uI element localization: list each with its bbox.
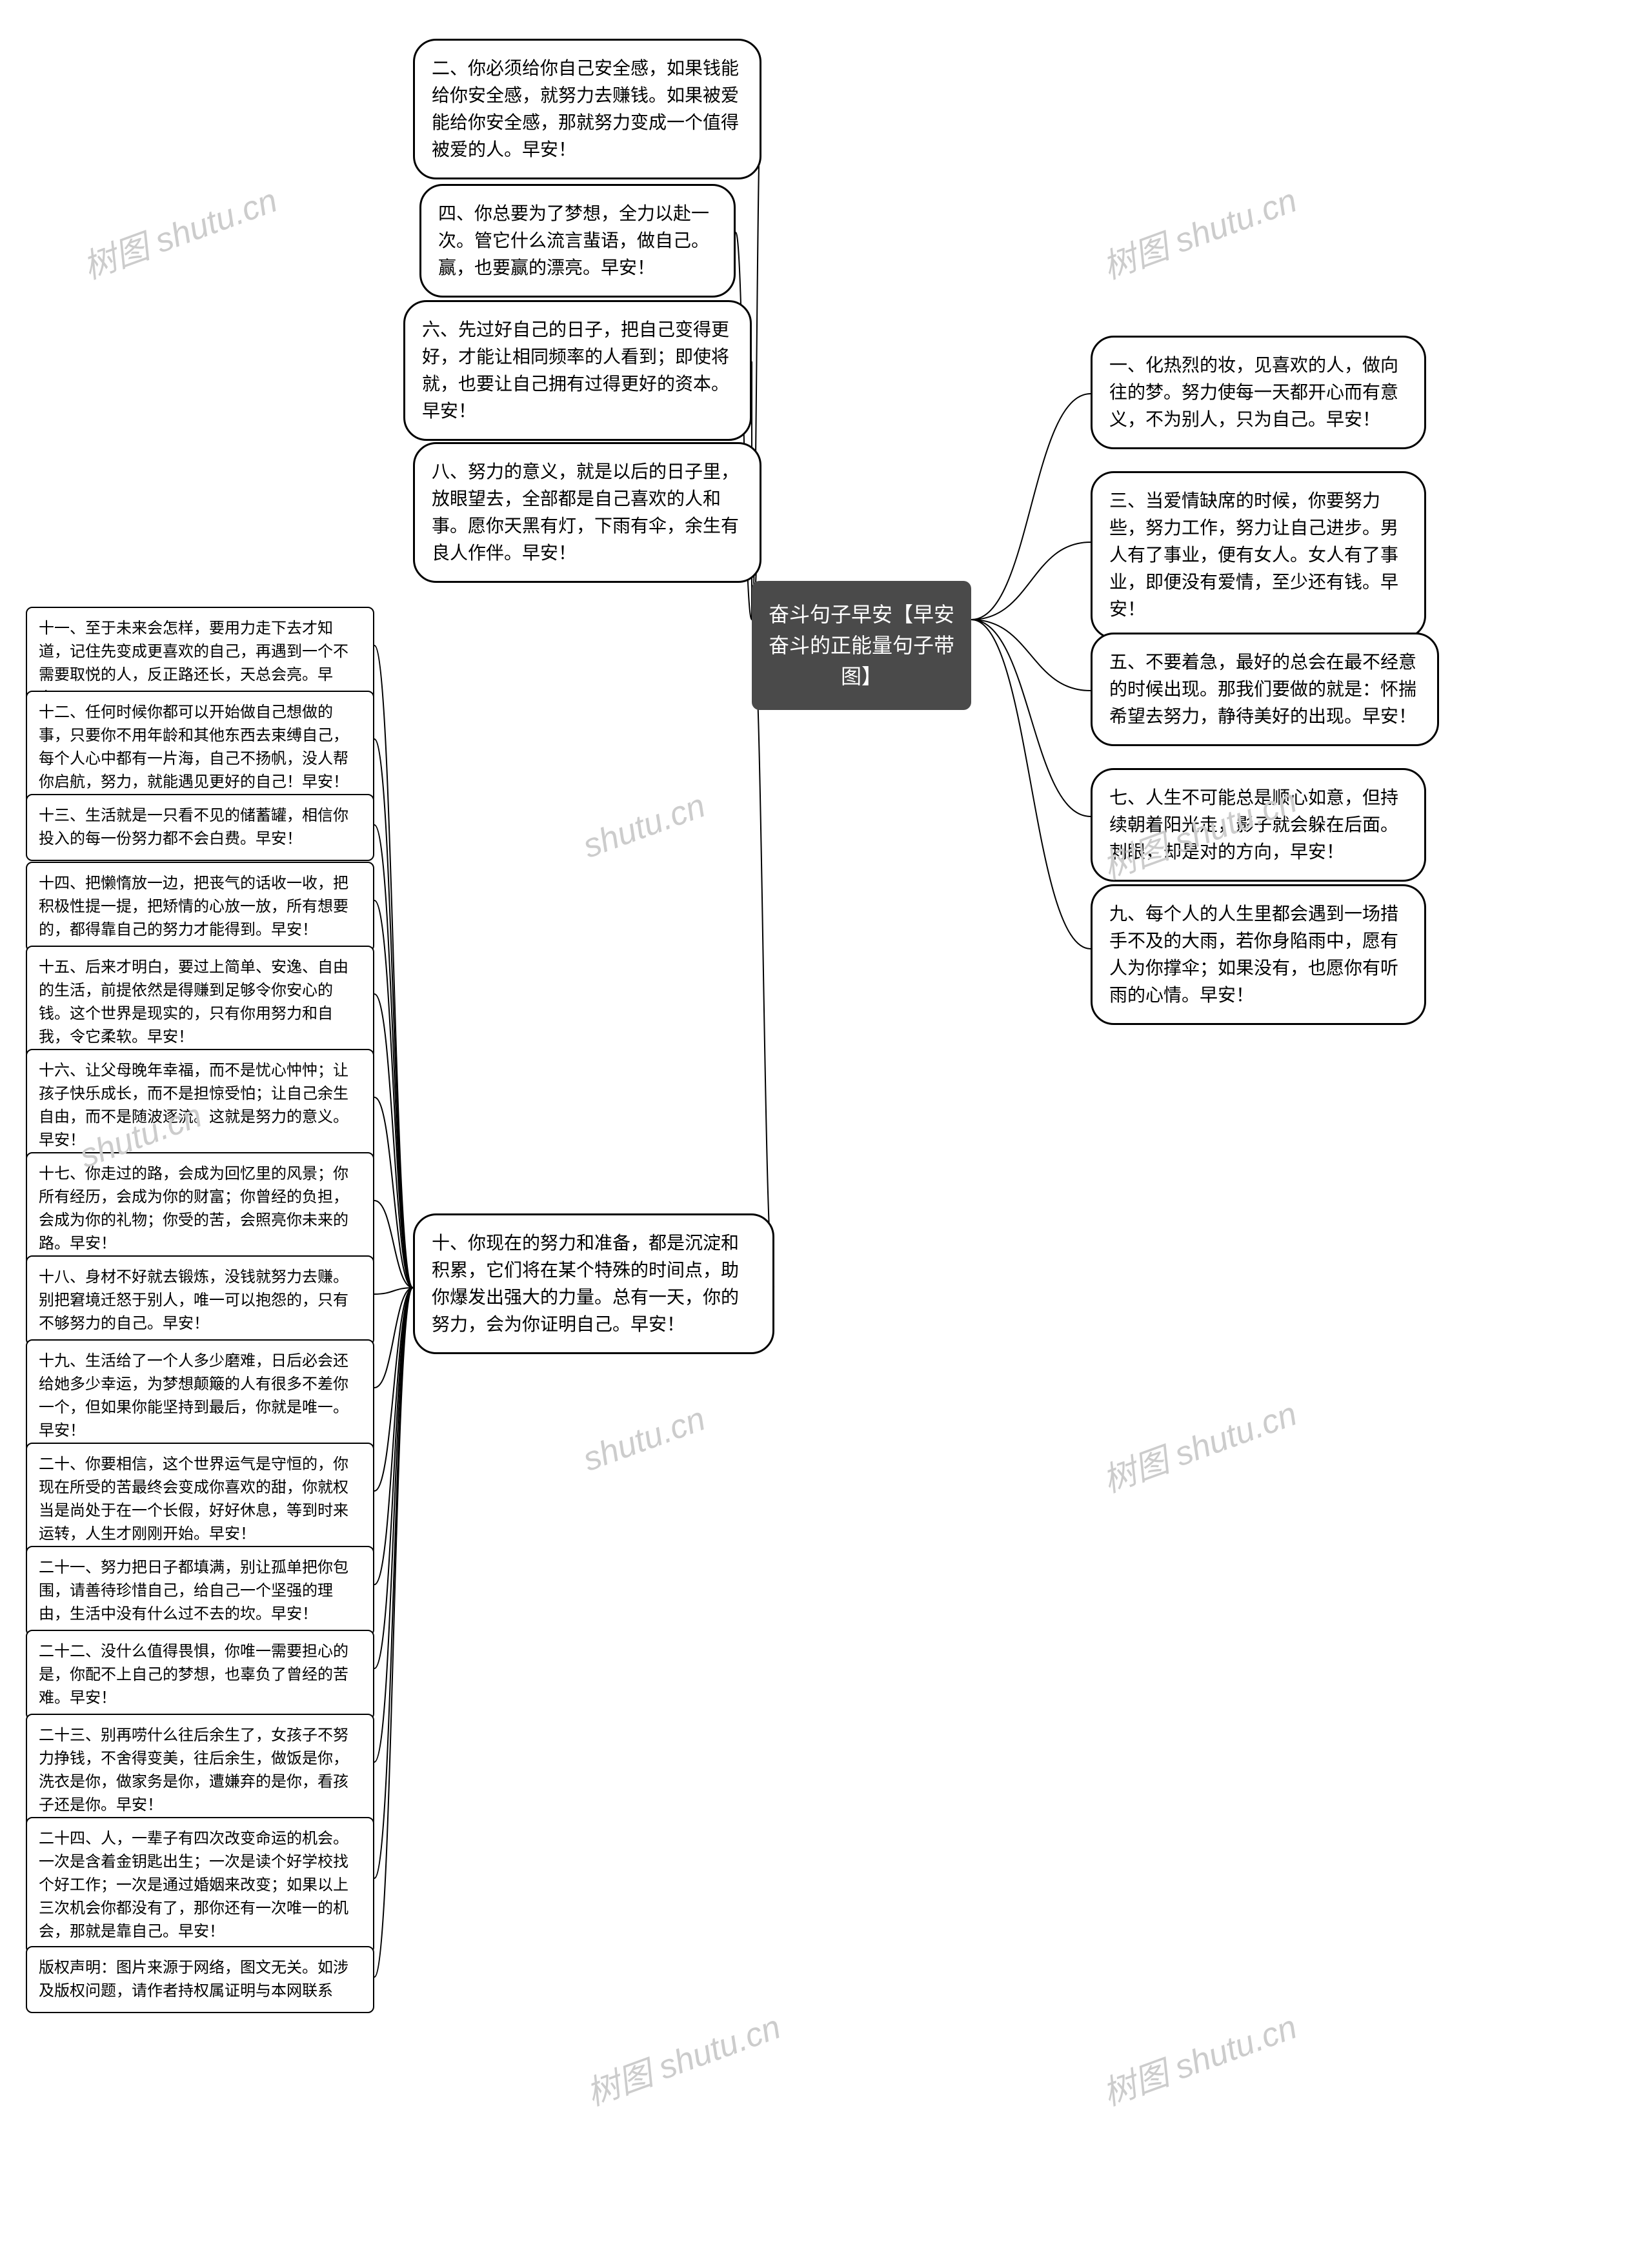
left-node-l4: 四、你总要为了梦想，全力以赴一次。管它什么流言蜚语，做自己。赢，也要赢的漂亮。早… — [419, 184, 736, 298]
leaf-box-b24: 二十四、人，一辈子有四次改变命运的机会。一次是含着金钥匙出生；一次是读个好学校找… — [26, 1817, 374, 1954]
leaf-box-b22: 二十二、没什么值得畏惧，你唯一需要担心的是，你配不上自己的梦想，也辜负了曾经的苦… — [26, 1630, 374, 1720]
leaf-box-b17: 十七、你走过的路，会成为回忆里的风景；你所有经历，会成为你的财富；你曾经的负担，… — [26, 1152, 374, 1266]
leaf-box-b21: 二十一、努力把日子都填满，别让孤单把你包围，请善待珍惜自己，给自己一个坚强的理由… — [26, 1546, 374, 1636]
right-node-r3: 三、当爱情缺席的时候，你要努力些，努力工作，努力让自己进步。男人有了事业，便有女… — [1091, 471, 1426, 639]
leaf-box-b23: 二十三、别再唠什么往后余生了，女孩子不努力挣钱，不舍得变美，往后余生，做饭是你，… — [26, 1714, 374, 1827]
leaf-box-b25: 版权声明：图片来源于网络，图文无关。如涉及版权问题，请作者持权属证明与本网联系 — [26, 1946, 374, 2013]
right-node-r1: 一、化热烈的妆，见喜欢的人，做向往的梦。努力使每一天都开心而有意义，不为别人，只… — [1091, 336, 1426, 449]
watermark-1: 树图 shutu.cn — [1095, 173, 1303, 288]
right-node-r5: 五、不要着急，最好的总会在最不经意的时候出现。那我们要做的就是：怀揣希望去努力，… — [1091, 633, 1439, 746]
watermark-6: 树图 shutu.cn — [1095, 1386, 1303, 1501]
left-node-l6: 六、先过好自己的日子，把自己变得更好，才能让相同频率的人看到；即使将就，也要让自… — [403, 300, 752, 441]
leaf-box-b16: 十六、让父母晚年幸福，而不是忧心忡忡；让孩子快乐成长，而不是担惊受怕；让自己余生… — [26, 1049, 374, 1162]
leaf-box-b18: 十八、身材不好就去锻炼，没钱就努力去赚。别把窘境迁怒于别人，唯一可以抱怨的，只有… — [26, 1255, 374, 1346]
watermark-0: 树图 shutu.cn — [76, 173, 283, 288]
root-node: 奋斗句子早安【早安奋斗的正能量句子带图】 — [752, 581, 971, 710]
right-node-r9: 九、每个人的人生里都会遇到一场措手不及的大雨，若你身陷雨中，愿有人为你撑伞；如果… — [1091, 884, 1426, 1025]
left-node-l8: 八、努力的意义，就是以后的日子里，放眼望去，全部都是自己喜欢的人和事。愿你天黑有… — [413, 442, 761, 583]
leaf-box-b15: 十五、后来才明白，要过上简单、安逸、自由的生活，前提依然是得赚到足够令你安心的钱… — [26, 946, 374, 1059]
leaf-box-b19: 十九、生活给了一个人多少磨难，日后必会还给她多少幸运，为梦想颠簸的人有很多不差你… — [26, 1339, 374, 1453]
left-node-l10: 十、你现在的努力和准备，都是沉淀和积累，它们将在某个特殊的时间点，助你爆发出强大… — [413, 1213, 774, 1354]
watermark-2: shutu.cn — [578, 786, 710, 866]
left-node-l2: 二、你必须给你自己安全感，如果钱能给你安全感，就努力去赚钱。如果被爱能给你安全感… — [413, 39, 761, 179]
leaf-box-b20: 二十、你要相信，这个世界运气是守恒的，你现在所受的苦最终会变成你喜欢的甜，你就权… — [26, 1443, 374, 1556]
right-node-r7: 七、人生不可能总是顺心如意，但持续朝着阳光走，影子就会躲在后面。刺眼，却是对的方… — [1091, 768, 1426, 882]
leaf-box-b12: 十二、任何时候你都可以开始做自己想做的事，只要你不用年龄和其他东西去束缚自己，每… — [26, 691, 374, 804]
watermark-5: shutu.cn — [578, 1399, 710, 1479]
leaf-box-b14: 十四、把懒惰放一边，把丧气的话收一收，把积极性提一提，把矫情的心放一放，所有想要… — [26, 862, 374, 952]
leaf-box-b13: 十三、生活就是一只看不见的储蓄罐，相信你投入的每一份努力都不会白费。早安！ — [26, 794, 374, 861]
watermark-8: 树图 shutu.cn — [1095, 2000, 1303, 2114]
watermark-7: 树图 shutu.cn — [579, 2000, 787, 2114]
